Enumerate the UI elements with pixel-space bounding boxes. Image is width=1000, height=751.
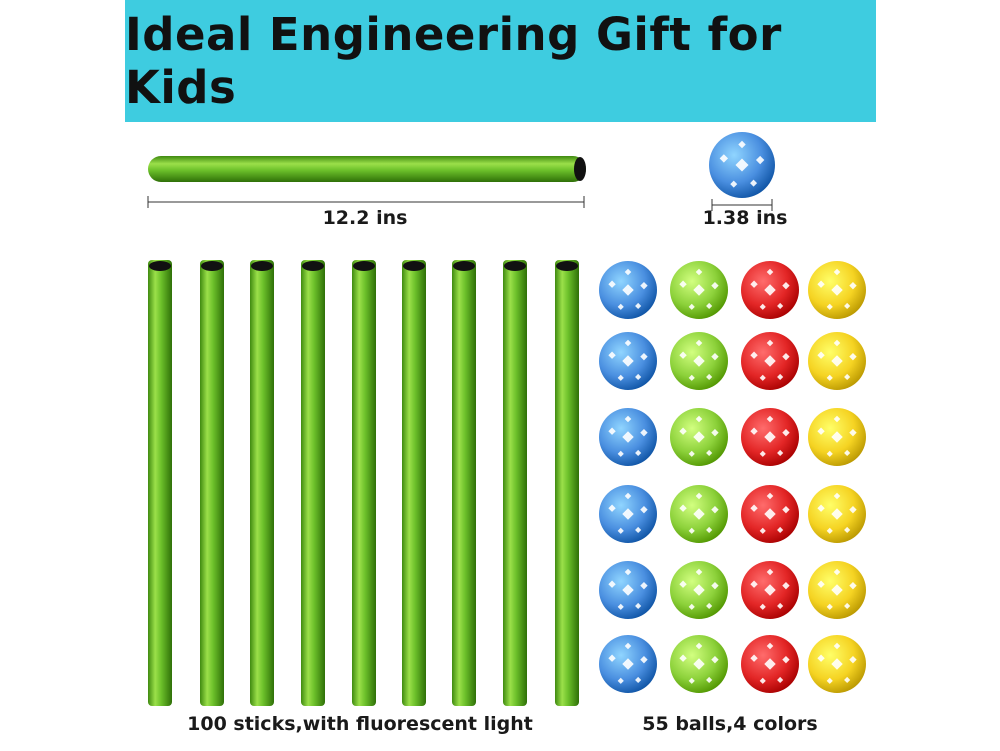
ball-yellow (808, 408, 866, 466)
ball-yellow (808, 635, 866, 693)
ball-diameter-label: 1.38 ins (702, 207, 788, 229)
stick-length-label: 12.2 ins (322, 207, 408, 229)
stick-vertical (402, 260, 426, 706)
ball-green (670, 635, 728, 693)
ball-blue (599, 561, 657, 619)
ball-blue (599, 408, 657, 466)
ball-red (741, 261, 799, 319)
ball-yellow (808, 485, 866, 543)
ball-blue (599, 332, 657, 390)
ball-green (670, 332, 728, 390)
stick-vertical (148, 260, 172, 706)
ball-red (741, 485, 799, 543)
ball-green (670, 408, 728, 466)
diameter-dimension-line (711, 199, 773, 211)
ball-green (670, 561, 728, 619)
ball-red (741, 332, 799, 390)
stick-vertical (452, 260, 476, 706)
ball-blue (709, 132, 775, 198)
ball-yellow (808, 332, 866, 390)
sticks-caption: 100 sticks,with fluorescent light (187, 713, 533, 735)
stick-vertical (352, 260, 376, 706)
stick-horizontal (148, 156, 586, 182)
ball-grid (599, 261, 866, 693)
stick-vertical (250, 260, 274, 706)
ball-yellow (808, 561, 866, 619)
ball-single-blue (709, 132, 775, 198)
stick-vertical (301, 260, 325, 706)
ball-blue (599, 635, 657, 693)
ball-blue (599, 261, 657, 319)
ball-green (670, 261, 728, 319)
stick-vertical (503, 260, 527, 706)
balls-caption: 55 balls,4 colors (642, 713, 818, 735)
ball-yellow (808, 261, 866, 319)
vertical-sticks (148, 260, 579, 706)
ball-red (741, 635, 799, 693)
banner-title: Ideal Engineering Gift for Kids (125, 8, 782, 114)
length-dimension-line (147, 196, 585, 208)
ball-red (741, 561, 799, 619)
ball-green (670, 485, 728, 543)
stick-vertical (200, 260, 224, 706)
ball-blue (599, 485, 657, 543)
ball-red (741, 408, 799, 466)
stick-vertical (555, 260, 579, 706)
title-banner: Ideal Engineering Gift for Kids (125, 0, 876, 122)
